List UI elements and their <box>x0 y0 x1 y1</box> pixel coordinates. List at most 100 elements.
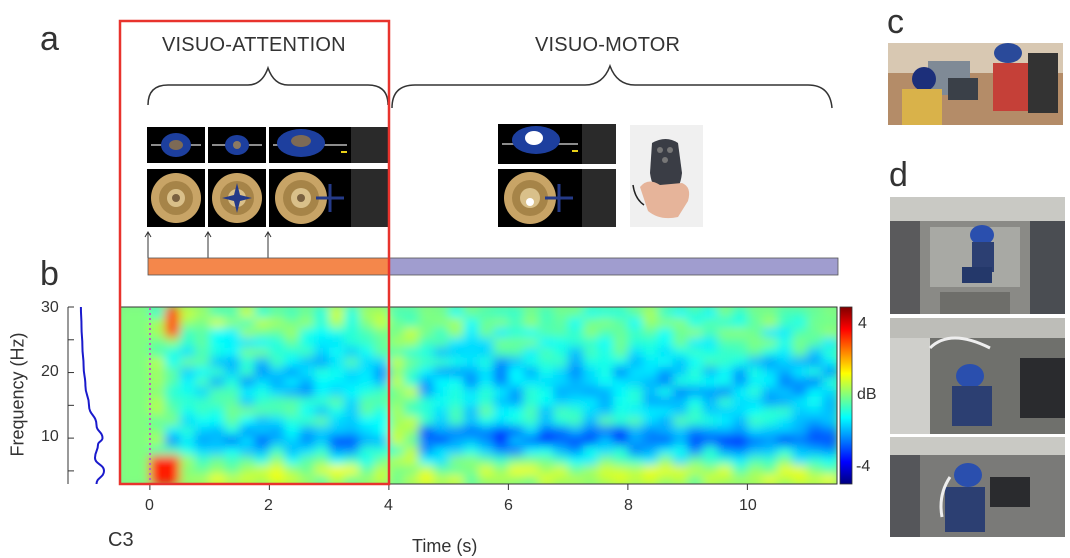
heatmap-cell <box>732 316 749 328</box>
heatmap-cell <box>687 346 704 358</box>
heatmap-cell <box>134 356 151 367</box>
heatmap-cell <box>254 346 271 358</box>
heatmap-cell <box>179 356 196 367</box>
heatmap-cell <box>209 356 226 367</box>
heatmap-cell <box>583 307 599 318</box>
heatmap-cell <box>134 366 151 377</box>
heatmap-cell <box>209 395 226 407</box>
heatmap-cell <box>388 464 405 476</box>
heatmap-cell <box>508 346 525 358</box>
heatmap-cell <box>732 346 749 358</box>
heatmap-cell <box>179 425 196 436</box>
heatmap-cell <box>359 385 375 397</box>
heatmap-cell <box>224 336 241 348</box>
heatmap-cell <box>403 356 420 367</box>
heatmap-cell <box>149 316 166 328</box>
heatmap-cell <box>612 474 629 484</box>
heatmap-cell <box>254 444 271 456</box>
heatmap-cell <box>762 316 779 328</box>
heatmap-cell <box>822 405 837 417</box>
heatmap-cell <box>687 415 704 426</box>
heatmap-cell <box>747 415 764 426</box>
heatmap-cell <box>568 375 584 387</box>
colorbar-tick-max: 4 <box>858 315 867 332</box>
heatmap-cell <box>314 385 331 397</box>
heatmap-cell <box>478 474 495 484</box>
heatmap-cell <box>583 316 599 328</box>
heatmap-cell <box>478 454 495 466</box>
heatmap-cell <box>568 346 584 358</box>
heatmap-cell <box>134 425 151 436</box>
heatmap-cell <box>209 346 226 358</box>
heatmap-cell <box>747 316 764 328</box>
heatmap-cell <box>598 375 614 387</box>
heatmap-cell <box>657 415 674 426</box>
heatmap-cell <box>792 375 809 387</box>
heatmap-cell <box>359 405 375 417</box>
heatmap-cell <box>717 464 734 476</box>
heatmap-cell <box>508 375 525 387</box>
heatmap-cell <box>792 366 809 377</box>
heatmap-cell <box>448 464 465 476</box>
heatmap-cell <box>463 356 480 367</box>
heatmap-cell <box>269 444 286 456</box>
heatmap-cell <box>807 454 823 466</box>
heatmap-cell <box>120 326 136 338</box>
heatmap-cell <box>657 474 674 484</box>
y-tick-label-30: 30 <box>41 299 59 316</box>
heatmap-cell <box>493 326 510 338</box>
heatmap-cell <box>388 336 405 348</box>
heatmap-cell <box>508 326 525 338</box>
heatmap-cell <box>657 316 674 328</box>
heatmap-cell <box>702 316 719 328</box>
heatmap-cell <box>194 366 211 377</box>
heatmap-cell <box>762 336 779 348</box>
heatmap-cell <box>418 464 435 476</box>
heatmap-cell <box>493 375 510 387</box>
heatmap-cell <box>149 375 166 387</box>
heatmap-cell <box>598 454 614 466</box>
x-tick-label-2: 2 <box>264 497 273 514</box>
heatmap-cell <box>269 425 286 436</box>
heatmap-cell <box>314 356 331 367</box>
heatmap-cell <box>612 425 629 436</box>
heatmap-cell <box>388 454 405 466</box>
heatmap-cell <box>359 336 375 348</box>
heatmap-cell <box>314 415 331 426</box>
heatmap-cell <box>687 425 704 436</box>
heatmap-cell <box>269 464 286 476</box>
heatmap-cell <box>717 474 734 484</box>
heatmap-cell <box>553 326 570 338</box>
heatmap-cell <box>164 307 181 318</box>
heatmap-cell <box>538 375 555 387</box>
heatmap-cell <box>254 326 271 338</box>
heatmap-cell <box>642 425 659 436</box>
heatmap-cell <box>612 326 629 338</box>
heatmap-cell <box>329 385 345 397</box>
heatmap-cell <box>672 415 689 426</box>
motor-brace <box>391 63 833 109</box>
heatmap-cell <box>373 415 390 426</box>
heatmap-cell <box>359 326 375 338</box>
heatmap-cell <box>672 405 689 417</box>
heatmap-cell <box>164 326 181 338</box>
heatmap-cell <box>239 326 256 338</box>
heatmap-cell <box>792 326 809 338</box>
heatmap-cell <box>702 307 719 318</box>
heatmap-cell <box>777 316 794 328</box>
heatmap-cell <box>583 405 599 417</box>
heatmap-cell <box>717 444 734 456</box>
heatmap-cell <box>299 307 316 318</box>
heatmap-cell <box>314 307 331 318</box>
heatmap-cell <box>508 356 525 367</box>
heatmap-cell <box>747 346 764 358</box>
heatmap-cell <box>284 336 301 348</box>
heatmap-cell <box>239 366 256 377</box>
heatmap-cell <box>672 375 689 387</box>
heatmap-cell <box>448 307 465 318</box>
power-spectrum-plot <box>67 306 106 485</box>
heatmap-cell <box>373 366 390 377</box>
heatmap-cell <box>612 375 629 387</box>
heatmap-cell <box>598 316 614 328</box>
